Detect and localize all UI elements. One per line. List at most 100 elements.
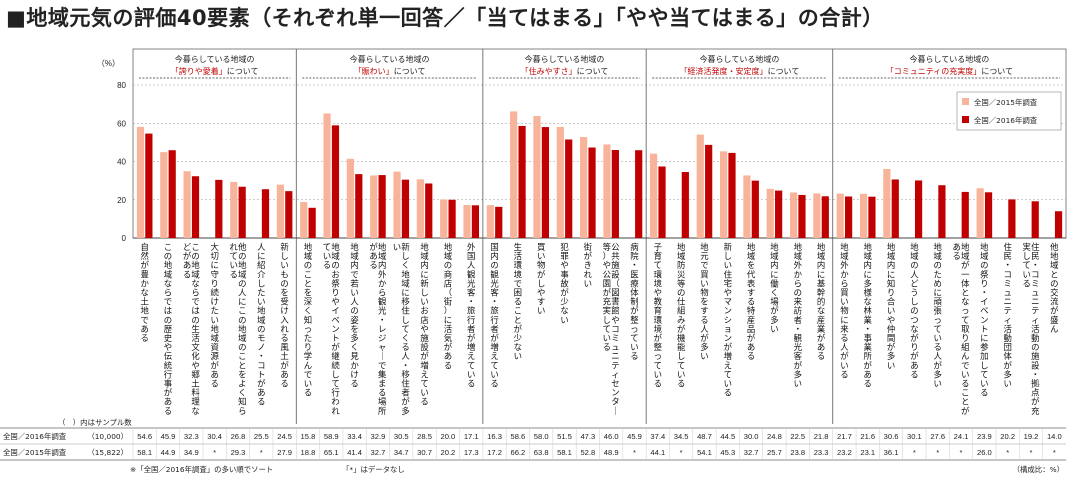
group-header-line1: 今暮らしている地域の (350, 54, 430, 64)
category-label: 地域内で若い人の姿を多く見かける (350, 242, 359, 389)
data-label-2016: 45.9 (627, 432, 642, 441)
category-label: 地域内に新しいお店や施設が増えている (420, 242, 429, 407)
bar-2015 (230, 181, 238, 238)
category-label: 新しく地域に移住してくる人・移住者が多い (393, 242, 411, 416)
bar-2015 (883, 168, 891, 238)
bar-2016 (401, 179, 410, 238)
data-label-2016: 30.4 (207, 432, 222, 441)
category-label: 公共施設（図書館やコミュニティセンタ｜等）や公園が充実している (603, 242, 621, 416)
data-label-2016: 21.8 (814, 432, 829, 441)
bar-2015 (136, 126, 145, 238)
bar-2016 (868, 196, 876, 238)
group-header-suffix: について (394, 67, 426, 76)
bar-2015 (346, 158, 354, 238)
bar-2016 (285, 191, 293, 238)
y-tick-label: 40 (117, 158, 126, 167)
category-label: 大切に守り続けたい地域資源がある (210, 242, 219, 389)
data-label-2015: 23.1 (860, 448, 875, 457)
data-label-2015: * (913, 448, 916, 457)
data-label-2016: 16.3 (487, 432, 502, 441)
bar-2016 (448, 199, 456, 238)
chart-title: ■地域元気の評価40要素（それぞれ単一回答／「当てはまる」「やや当てはまる」の合… (6, 6, 884, 30)
bar-2016 (471, 205, 480, 238)
bar-2015 (743, 175, 751, 238)
data-label-2015: * (633, 448, 636, 457)
category-label: 外国人観光客・旅行者が増えている (467, 242, 476, 389)
bar-2016 (658, 166, 666, 238)
group-header-line1: 今暮らしている地域の (700, 54, 780, 64)
data-label-2016: 17.1 (464, 432, 479, 441)
data-label-2015: 27.9 (277, 448, 292, 457)
bar-2015 (580, 137, 588, 238)
data-label-2016: 32.3 (184, 432, 199, 441)
data-label-2016: 24.8 (767, 432, 782, 441)
data-label-2016: 48.7 (697, 432, 712, 441)
data-label-2016: 20.0 (440, 432, 455, 441)
sample-size-2016: （10,000） (87, 432, 128, 441)
category-label: この地域ならではの歴史や伝統行事がある (164, 242, 173, 416)
data-label-2016: 34.5 (674, 432, 689, 441)
category-label: 生活環境で困ることが少ない (514, 242, 523, 361)
category-label: 地域の祭り・イベントに参加している (980, 242, 989, 398)
data-label-2015: 29.3 (231, 448, 246, 457)
category-label: 子育て環境や教育環境が整っている (654, 242, 663, 389)
data-label-2015: 48.9 (604, 448, 619, 457)
category-label: 地域のお祭りやイベントが継続して行われている (323, 242, 341, 416)
data-label-2016: 51.5 (557, 432, 572, 441)
bar-2015 (813, 193, 821, 238)
y-tick-label: 0 (122, 234, 127, 243)
data-label-2015: 44.9 (161, 448, 176, 457)
bar-2015 (766, 188, 774, 238)
group-header-suffix: について (577, 67, 609, 76)
legend-box (956, 91, 1062, 131)
group-header-line2: 「賑わい」について (354, 67, 426, 76)
category-label: 国内の観光客・旅行者が増えている (490, 242, 499, 389)
plot-frame (132, 48, 1067, 239)
bar-2016 (611, 150, 619, 238)
category-label: 病院・医療体制が整っている (630, 242, 639, 361)
footnote-no-data: 「*」はデータなし (342, 465, 405, 474)
bar-2016 (565, 139, 573, 238)
data-label-2015: 30.7 (417, 448, 432, 457)
data-label-2016: 23.9 (977, 432, 992, 441)
category-label: 地域のために頑張っている人が多い (934, 242, 943, 389)
data-label-2015: 17.2 (487, 448, 502, 457)
data-label-2016: 30.1 (907, 432, 922, 441)
category-label: 地域が一体となって取り組んでいることがある (953, 242, 971, 416)
bar-2016 (681, 172, 689, 238)
data-label-2015: 63.8 (534, 448, 549, 457)
bar-2016 (1031, 201, 1039, 238)
data-label-2015: * (1030, 448, 1033, 457)
bar-2016 (1054, 211, 1063, 238)
data-label-2016: 14.0 (1047, 432, 1062, 441)
bar-2015 (719, 151, 728, 238)
data-label-2016: 45.9 (161, 432, 176, 441)
category-label: 地域防災等の仕組みが機能している (677, 242, 686, 389)
data-label-2016: 21.7 (837, 432, 852, 441)
category-label: 自然が豊かな土地である (140, 242, 149, 343)
bar-2016 (215, 179, 223, 238)
bar-2016 (798, 194, 806, 238)
data-label-2015: 34.9 (184, 448, 199, 457)
group-header-suffix: について (768, 67, 800, 76)
category-label: 住民・コミュニティ活動の施設・拠点が充実している (1023, 242, 1041, 416)
data-label-2016: 30.5 (394, 432, 409, 441)
data-label-2015: 41.4 (347, 448, 362, 457)
bar-2015 (603, 144, 611, 238)
bar-2015 (183, 171, 191, 238)
group-header-line1: 今暮らしている地域の (525, 54, 605, 64)
category-label: 地域外から買い物に来る人がいる (840, 242, 849, 379)
data-label-2015: 34.7 (394, 448, 409, 457)
category-label: 地元で買い物をする人が多い (700, 242, 709, 361)
data-label-2015: 18.8 (301, 448, 316, 457)
bar-2015 (650, 153, 658, 238)
bar-2015 (533, 115, 541, 238)
data-label-2015: 58.1 (137, 448, 152, 457)
category-label: 犯罪や事故が少ない (560, 242, 569, 325)
y-tick-label: 60 (117, 119, 126, 128)
bar-2015 (696, 134, 704, 238)
data-label-2016: 58.6 (510, 432, 525, 441)
category-label: 新しいものを受け入れる風土がある (280, 242, 289, 389)
group-header-highlight: 「コミュニティの充実度」 (886, 66, 982, 76)
